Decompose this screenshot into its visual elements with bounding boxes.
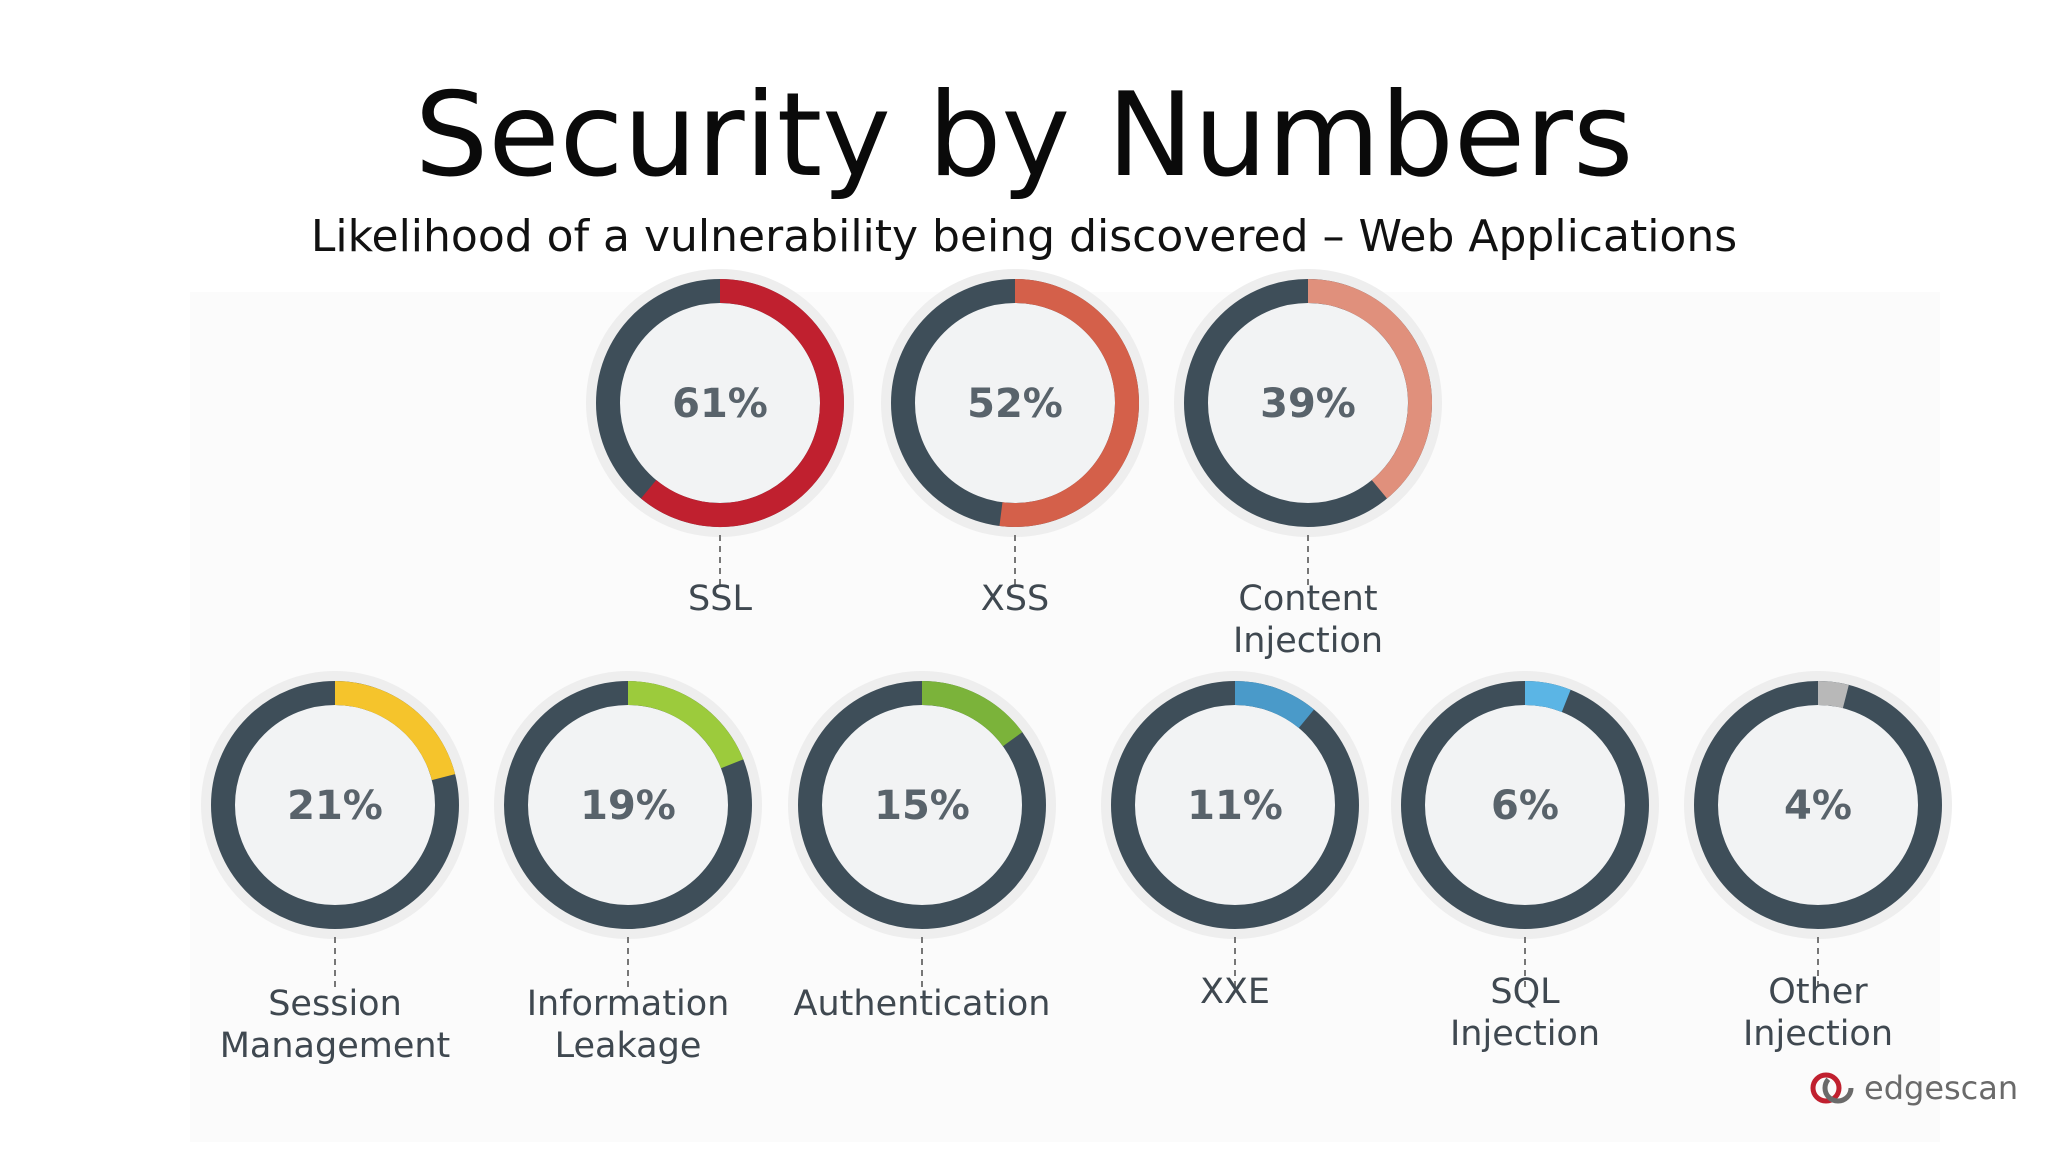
donut-value-label: 6% <box>1491 783 1559 829</box>
donut-value-arc <box>640 279 844 527</box>
donut-value-label: 52% <box>967 381 1063 427</box>
donut-other-injection: 4% Other Injection <box>1684 671 1952 1054</box>
edgescan-logo-icon <box>1810 1072 1854 1104</box>
donut-content-injection: 39% Content Injection <box>1174 269 1442 661</box>
donut-center <box>822 705 1022 905</box>
donut-value-arc <box>921 681 1023 747</box>
donut-category-label: Session Management <box>220 984 451 1066</box>
donut-center <box>1135 705 1335 905</box>
donut-center <box>915 303 1115 503</box>
donut-value-arc <box>1307 279 1432 499</box>
donut-category-label: Other Injection <box>1743 972 1893 1054</box>
donut-value-arc <box>627 681 744 769</box>
donut-center <box>620 303 820 503</box>
donut-ssl: 61% SSL <box>586 269 854 619</box>
donut-value-arc <box>1817 681 1849 709</box>
donut-category-label: XXE <box>1200 972 1270 1012</box>
donut-value-arc <box>1524 681 1571 713</box>
donut-authentication: 15% Authentication <box>788 671 1056 1024</box>
slide-title: Security by Numbers <box>414 68 1634 203</box>
donut-value-label: 39% <box>1260 381 1356 427</box>
edgescan-logo: edgescan <box>1808 1068 2018 1108</box>
donut-category-label: Information Leakage <box>527 984 730 1066</box>
donut-value-label: 19% <box>580 783 676 829</box>
donut-category-label: Content Injection <box>1233 579 1383 661</box>
donut-sql-injection: 6% SQL Injection <box>1391 671 1659 1054</box>
donut-center <box>1425 705 1625 905</box>
donut-center <box>1208 303 1408 503</box>
donut-xxe: 11% XXE <box>1101 671 1369 1012</box>
donut-information-leakage: 19% Information Leakage <box>494 671 762 1066</box>
donut-value-label: 61% <box>672 381 768 427</box>
donut-center <box>235 705 435 905</box>
donut-center <box>1718 705 1918 905</box>
donut-value-label: 21% <box>287 783 383 829</box>
donut-value-label: 4% <box>1784 783 1852 829</box>
donut-xss: 52% XSS <box>881 269 1149 619</box>
donut-session-management: 21% Session Management <box>201 671 469 1066</box>
donut-category-label: SSL <box>688 579 752 619</box>
donut-value-label: 15% <box>874 783 970 829</box>
donut-value-arc <box>1234 681 1315 729</box>
donut-category-label: Authentication <box>794 984 1051 1024</box>
donut-category-label: SQL Injection <box>1450 972 1600 1054</box>
donut-center <box>528 705 728 905</box>
slide-subtitle: Likelihood of a vulnerability being disc… <box>310 211 1738 262</box>
donut-category-label: XSS <box>981 579 1049 619</box>
donut-value-label: 11% <box>1187 783 1283 829</box>
donut-value-arc <box>999 279 1139 527</box>
donut-value-arc <box>334 681 456 781</box>
logo-text: edgescan <box>1864 1069 2019 1107</box>
